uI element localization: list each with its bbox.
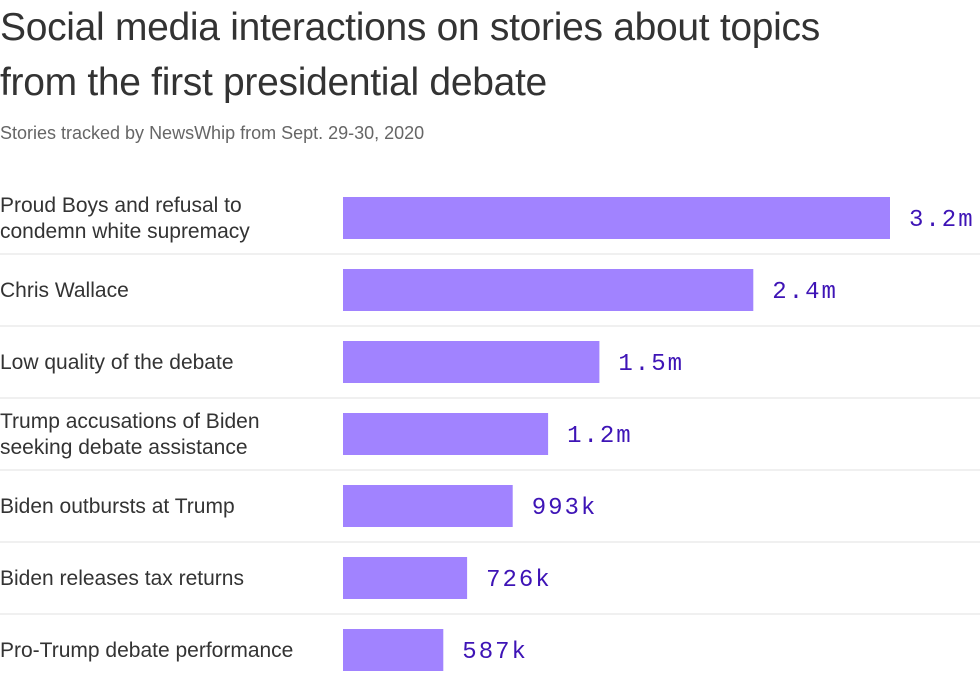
value-label: 3.2m [909, 207, 975, 234]
bar-chart: Proud Boys and refusal to condemn white s… [0, 194, 980, 671]
bar [343, 557, 468, 599]
category-label: Biden releases tax returns [0, 567, 244, 590]
category-label: Biden outbursts at Trump [0, 495, 235, 518]
category-label: Low quality of the debate [0, 351, 234, 374]
category-label-line: Chris Wallace [0, 279, 129, 302]
value-label: 726k [486, 567, 552, 594]
category-label-line: Biden releases tax returns [0, 567, 244, 590]
value-label: 993k [532, 495, 598, 522]
category-label-line: Low quality of the debate [0, 351, 234, 374]
category-label: Pro-Trump debate performance [0, 639, 293, 662]
category-label: Trump accusations of Biden seeking debate… [0, 410, 260, 459]
category-label-line: condemn white supremacy [0, 220, 250, 243]
category-label: Chris Wallace [0, 279, 129, 302]
chart-title: Social media interactions on stories abo… [0, 6, 820, 104]
category-label-line: Proud Boys and refusal to [0, 194, 242, 217]
category-label-line: Trump accusations of Biden [0, 410, 260, 433]
value-label: 587k [462, 639, 528, 666]
bar [343, 197, 890, 239]
bar [343, 269, 754, 311]
bar [343, 413, 549, 455]
category-label-line: Pro-Trump debate performance [0, 639, 293, 662]
category-label-line: Biden outbursts at Trump [0, 495, 235, 518]
value-label: 1.2m [567, 423, 633, 450]
bar [343, 485, 513, 527]
value-label: 2.4m [772, 279, 838, 306]
bar [343, 341, 600, 383]
value-label: 1.5m [618, 351, 684, 378]
category-label: Proud Boys and refusal to condemn white s… [0, 194, 250, 243]
bar [343, 629, 444, 671]
chart-subtitle: Stories tracked by NewsWhip from Sept. 2… [0, 123, 425, 143]
category-label-line: seeking debate assistance [0, 436, 248, 459]
